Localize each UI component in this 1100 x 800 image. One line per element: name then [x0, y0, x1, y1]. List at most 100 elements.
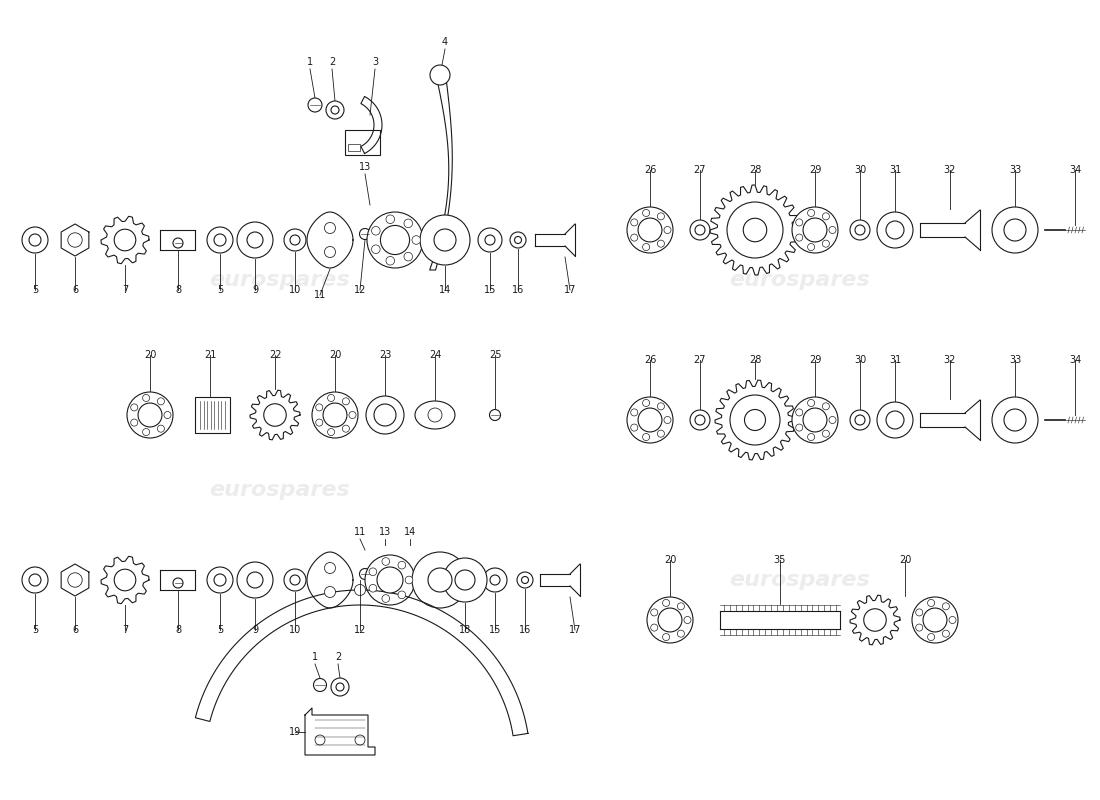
- Text: 27: 27: [694, 165, 706, 175]
- Text: 11: 11: [314, 290, 326, 300]
- Circle shape: [207, 567, 233, 593]
- Circle shape: [658, 403, 664, 410]
- Circle shape: [690, 410, 710, 430]
- Text: 7: 7: [122, 285, 128, 295]
- Circle shape: [638, 408, 662, 432]
- Circle shape: [510, 232, 526, 248]
- Circle shape: [420, 215, 470, 265]
- Circle shape: [850, 220, 870, 240]
- Circle shape: [886, 221, 904, 239]
- Text: 14: 14: [439, 285, 451, 295]
- Circle shape: [992, 207, 1038, 253]
- Circle shape: [638, 218, 662, 242]
- Circle shape: [943, 603, 949, 610]
- Circle shape: [360, 229, 371, 239]
- Circle shape: [284, 569, 306, 591]
- Circle shape: [248, 232, 263, 248]
- Circle shape: [214, 234, 225, 246]
- Circle shape: [744, 218, 767, 242]
- Text: 34: 34: [1069, 165, 1081, 175]
- Circle shape: [807, 399, 815, 406]
- Circle shape: [316, 404, 322, 411]
- Circle shape: [157, 425, 164, 432]
- Circle shape: [131, 404, 138, 411]
- Circle shape: [367, 212, 424, 268]
- Circle shape: [324, 562, 336, 574]
- Circle shape: [22, 227, 48, 253]
- Circle shape: [658, 430, 664, 437]
- Circle shape: [324, 586, 336, 598]
- Polygon shape: [361, 97, 382, 154]
- Circle shape: [690, 220, 710, 240]
- Text: 32: 32: [944, 165, 956, 175]
- Circle shape: [377, 567, 403, 593]
- Text: 26: 26: [644, 355, 657, 365]
- Circle shape: [923, 608, 947, 632]
- Text: 32: 32: [944, 355, 956, 365]
- Text: 10: 10: [289, 625, 301, 635]
- Circle shape: [949, 617, 956, 623]
- Text: 10: 10: [289, 285, 301, 295]
- Circle shape: [143, 429, 150, 435]
- Circle shape: [490, 410, 500, 421]
- Bar: [345, 130, 379, 155]
- Circle shape: [328, 394, 334, 402]
- Circle shape: [662, 634, 670, 641]
- Text: 28: 28: [749, 355, 761, 365]
- Circle shape: [349, 411, 356, 418]
- Circle shape: [807, 243, 815, 250]
- Circle shape: [365, 555, 415, 605]
- Text: 18: 18: [459, 625, 471, 635]
- Text: 20: 20: [144, 350, 156, 360]
- Circle shape: [284, 229, 306, 251]
- Text: 13: 13: [359, 162, 371, 172]
- Circle shape: [630, 409, 638, 416]
- Text: 14: 14: [404, 527, 416, 537]
- Circle shape: [428, 568, 452, 592]
- Circle shape: [372, 226, 381, 235]
- Circle shape: [478, 228, 502, 252]
- Polygon shape: [307, 552, 353, 608]
- Circle shape: [630, 424, 638, 431]
- Text: 3: 3: [372, 57, 378, 67]
- Circle shape: [236, 222, 273, 258]
- Circle shape: [315, 735, 324, 745]
- Circle shape: [355, 735, 365, 745]
- Bar: [348, 144, 360, 151]
- Polygon shape: [196, 590, 528, 736]
- Circle shape: [792, 207, 838, 253]
- Text: 31: 31: [889, 355, 901, 365]
- Text: 16: 16: [519, 625, 531, 635]
- Circle shape: [642, 243, 650, 250]
- Text: eurospares: eurospares: [210, 480, 351, 500]
- Circle shape: [1004, 409, 1026, 431]
- Text: 11: 11: [354, 527, 366, 537]
- Circle shape: [290, 575, 300, 585]
- Text: 5: 5: [217, 285, 223, 295]
- Circle shape: [443, 558, 487, 602]
- Text: 16: 16: [512, 285, 524, 295]
- Circle shape: [138, 403, 162, 427]
- Text: 5: 5: [32, 625, 39, 635]
- Text: eurospares: eurospares: [729, 570, 870, 590]
- Circle shape: [342, 425, 350, 432]
- Circle shape: [323, 403, 346, 427]
- Circle shape: [829, 226, 836, 234]
- Circle shape: [372, 245, 381, 254]
- Circle shape: [658, 608, 682, 632]
- Circle shape: [386, 215, 395, 223]
- Circle shape: [290, 235, 300, 245]
- Text: 22: 22: [268, 350, 282, 360]
- Circle shape: [912, 597, 958, 643]
- Text: 5: 5: [217, 625, 223, 635]
- Text: 8: 8: [175, 625, 182, 635]
- Text: 1: 1: [312, 652, 318, 662]
- Text: 19: 19: [289, 727, 301, 737]
- Text: 5: 5: [32, 285, 39, 295]
- Circle shape: [164, 411, 170, 418]
- Text: 21: 21: [204, 350, 217, 360]
- Text: 26: 26: [644, 165, 657, 175]
- Circle shape: [855, 415, 865, 425]
- Circle shape: [398, 591, 406, 598]
- Circle shape: [695, 415, 705, 425]
